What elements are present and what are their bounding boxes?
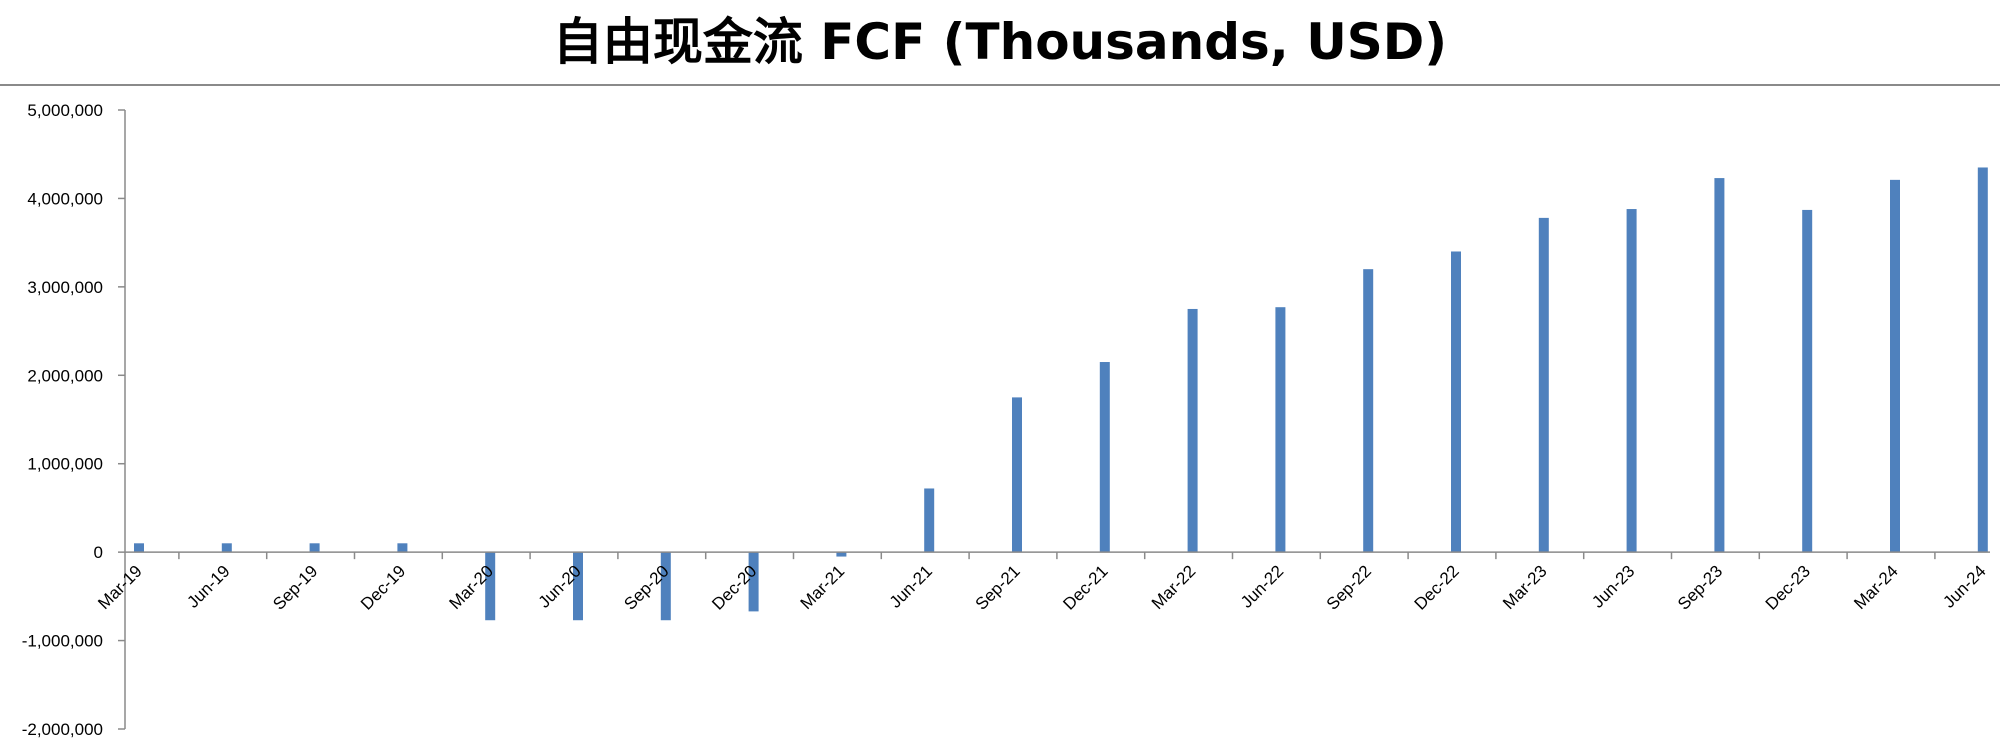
x-tick-label: Jun-21 <box>886 562 936 612</box>
y-tick-label: 4,000,000 <box>27 189 103 208</box>
bar <box>1275 307 1286 553</box>
bar <box>836 552 847 557</box>
bar <box>1626 209 1637 553</box>
x-tick-label: Mar-23 <box>1499 562 1551 614</box>
y-tick-label: 5,000,000 <box>27 101 103 120</box>
bar <box>1802 209 1813 553</box>
x-tick-label: Dec-21 <box>1059 562 1111 614</box>
x-tick-label: Sep-21 <box>972 562 1024 614</box>
x-tick-label: Jun-23 <box>1588 562 1638 612</box>
x-tick-label: Jun-19 <box>183 562 233 612</box>
title-divider <box>0 84 2000 86</box>
y-tick-label: 3,000,000 <box>27 278 103 297</box>
bar <box>1012 397 1022 553</box>
bar <box>748 552 759 612</box>
bar <box>1099 362 1110 553</box>
y-axis: 5,000,000 4,000,000 3,000,000 2,000,000 1,00… <box>22 101 126 739</box>
x-tick-label: Mar-22 <box>1148 562 1200 614</box>
y-tick-label: -1,000,000 <box>22 632 103 651</box>
x-tick-label: Sep-19 <box>269 562 321 614</box>
bar <box>309 543 320 553</box>
x-tick-label: Mar-19 <box>94 562 146 614</box>
bar <box>1977 167 1988 553</box>
bar <box>1451 251 1461 553</box>
x-tick-label: Dec-23 <box>1762 562 1814 614</box>
bar <box>134 543 144 553</box>
bar <box>660 552 671 621</box>
x-tick-label: Dec-19 <box>357 562 409 614</box>
bar <box>1890 179 1900 553</box>
bar <box>485 552 496 621</box>
x-tick-label: Mar-21 <box>797 562 849 614</box>
bar <box>1538 217 1549 553</box>
bar <box>1714 178 1725 553</box>
bars <box>134 167 1988 621</box>
bar <box>1363 269 1374 553</box>
bar <box>397 543 408 553</box>
x-tick-label: Mar-24 <box>1850 562 1902 614</box>
y-tick-label: 0 <box>94 543 103 562</box>
y-tick-label: -2,000,000 <box>22 720 103 739</box>
bar <box>221 543 232 553</box>
x-axis: Mar-19 Jun-19 Sep-19 Dec-19 Mar-20 Jun-20 Sep-… <box>94 551 1990 614</box>
y-tick-label: 1,000,000 <box>27 455 103 474</box>
y-tick-label: 2,000,000 <box>27 366 103 385</box>
bar <box>573 552 583 621</box>
chart-title: 自由现金流 FCF (Thousands, USD) <box>552 13 1448 71</box>
x-tick-label: Dec-22 <box>1411 562 1463 614</box>
bar <box>1187 308 1198 553</box>
x-tick-label: Sep-23 <box>1674 562 1726 614</box>
x-tick-label: Jun-22 <box>1237 562 1287 612</box>
bar <box>924 488 935 553</box>
x-tick-label: Sep-22 <box>1323 562 1375 614</box>
x-tick-label: Jun-24 <box>1939 562 1989 612</box>
